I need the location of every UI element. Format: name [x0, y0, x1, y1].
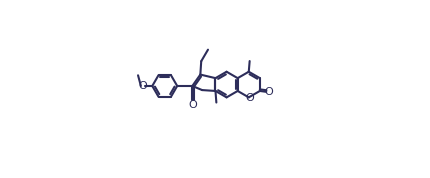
Text: O: O — [138, 81, 147, 91]
Text: O: O — [188, 100, 197, 110]
Text: O: O — [246, 93, 254, 103]
Text: O: O — [264, 87, 273, 97]
